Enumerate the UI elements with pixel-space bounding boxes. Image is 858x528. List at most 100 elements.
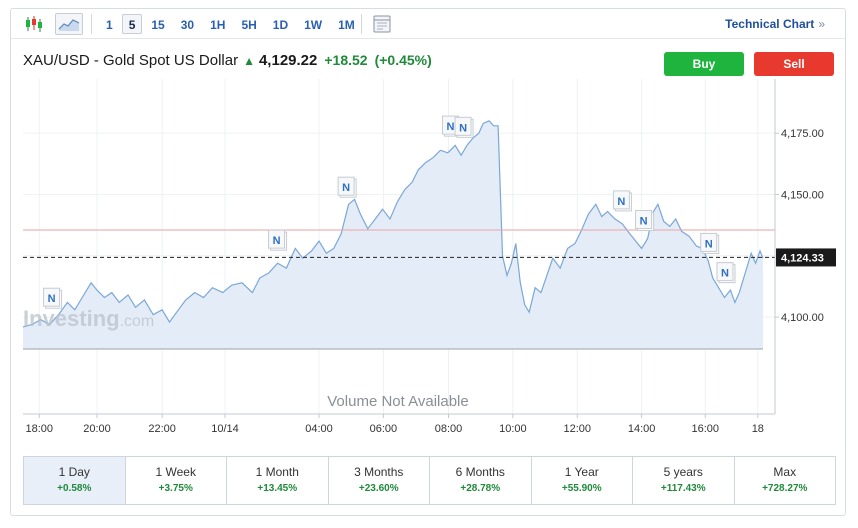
last-price: 4,129.22: [258, 52, 318, 69]
x-tick-label: 04:00: [305, 423, 333, 435]
x-tick-label: 16:00: [692, 423, 720, 435]
news-marker-label: N: [459, 122, 467, 134]
interval-15[interactable]: 15: [151, 18, 165, 32]
x-tick-label: 12:00: [563, 423, 591, 435]
period-label: 3 Months: [354, 465, 404, 479]
news-marker[interactable]: N: [454, 116, 474, 138]
price-series-line: [22, 120, 764, 328]
x-tick-label: 20:00: [83, 423, 111, 435]
news-marker-box: [268, 229, 286, 249]
x-tick-label: 10:00: [499, 423, 527, 435]
news-marker[interactable]: N: [635, 210, 655, 232]
period-1-month[interactable]: 1 Month +13.45%: [227, 457, 329, 504]
period-change: +117.43%: [660, 483, 706, 494]
technical-chart-link[interactable]: Technical Chart»: [725, 17, 825, 31]
candlestick-icon[interactable]: [23, 13, 45, 35]
period-performance: 1 Day +0.58% 1 Week +3.75% 1 Month +13.4…: [23, 456, 836, 505]
interval-1h[interactable]: 1H: [210, 18, 226, 32]
period-change: +728.27%: [762, 483, 808, 494]
toolbar-separator: [361, 14, 362, 34]
news-marker-box: [716, 262, 734, 282]
price-change-percent: (+0.45%): [374, 52, 432, 68]
period-change: +13.45%: [257, 483, 298, 494]
interval-1d[interactable]: 1D: [272, 18, 289, 32]
sell-button[interactable]: Sell: [754, 52, 834, 76]
chevron-right-icon: »: [818, 17, 825, 31]
news-marker-label: N: [705, 238, 713, 250]
interval-1m[interactable]: 1M: [338, 18, 355, 32]
up-arrow-icon: ▲: [243, 54, 255, 68]
period-label: Max: [773, 465, 797, 479]
technical-chart-label: Technical Chart: [725, 17, 815, 31]
x-tick-label: 14:00: [628, 423, 656, 435]
news-marker-label: N: [342, 182, 350, 194]
y-tick-label: 4,150.00: [781, 189, 824, 201]
news-marker-label: N: [640, 216, 648, 228]
price-change: +18.52: [324, 52, 368, 68]
news-marker-label: N: [617, 196, 625, 208]
y-tick-label: 4,100.00: [781, 312, 824, 324]
price-area-fill: [23, 120, 763, 350]
y-tick-label: 4,175.00: [781, 128, 824, 140]
x-tick-label: 18: [752, 423, 764, 435]
x-tick-label: 06:00: [370, 423, 398, 435]
news-marker[interactable]: N: [612, 190, 632, 212]
period-3-months[interactable]: 3 Months +23.60%: [329, 457, 430, 504]
period-1-week[interactable]: 1 Week +3.75%: [126, 457, 227, 504]
period-label: 5 years: [663, 465, 703, 479]
x-tick-label: 22:00: [148, 423, 176, 435]
news-marker-label: N: [446, 121, 454, 133]
news-marker-box: [635, 210, 653, 230]
news-marker[interactable]: N: [337, 176, 357, 198]
price-area: [22, 120, 764, 350]
period-max[interactable]: Max +728.27%: [735, 457, 836, 504]
watermark-logo: Investing.com: [23, 306, 154, 331]
news-marker-label: N: [721, 268, 729, 280]
instrument-header: XAU/USD - Gold Spot US Dollar ▲ 4,129.22…: [23, 52, 432, 69]
interval-5[interactable]: 5: [121, 14, 143, 34]
period-change: +23.60%: [358, 483, 399, 494]
toolbar-separator: [91, 14, 92, 34]
news-marker-label: N: [48, 293, 56, 305]
period-label: 1 Day: [58, 465, 90, 479]
news-marker[interactable]: N: [43, 287, 63, 309]
interval-5h[interactable]: 5H: [241, 18, 257, 32]
period-change: +28.78%: [460, 483, 501, 494]
news-marker-box: [454, 116, 472, 136]
news-marker-box: [612, 190, 630, 210]
interval-30[interactable]: 30: [180, 18, 195, 32]
x-tick-label: 08:00: [435, 423, 463, 435]
period-5-years[interactable]: 5 years +117.43%: [633, 457, 735, 504]
current-price-badge: [776, 248, 836, 267]
period-1-day[interactable]: 1 Day +0.58%: [24, 457, 126, 504]
news-marker-box: [700, 232, 718, 252]
news-marker[interactable]: N: [268, 229, 288, 251]
x-tick-label: 10/14: [211, 423, 239, 435]
x-axis: 18:00 20:00 22:00 10/14 04:00 06:00 08:00 10:00…: [23, 413, 775, 435]
calendar-icon[interactable]: [371, 13, 393, 35]
chart-widget: 1 5 15 30 1H 5H 1D 1W 1M Technical Chart…: [10, 8, 846, 516]
period-label: 1 Week: [155, 465, 196, 479]
period-label: 1 Month: [255, 465, 299, 479]
buy-button[interactable]: Buy: [664, 52, 744, 76]
area-chart-icon[interactable]: [55, 13, 83, 35]
x-tick-label: 18:00: [26, 423, 54, 435]
interval-1w[interactable]: 1W: [304, 18, 323, 32]
interval-1[interactable]: 1: [106, 18, 113, 32]
period-6-months[interactable]: 6 Months +28.78%: [430, 457, 532, 504]
interval-selector: 1 5 15 30 1H 5H 1D 1W 1M: [99, 14, 364, 34]
news-marker[interactable]: N: [716, 262, 736, 284]
symbol-name: XAU/USD - Gold Spot US Dollar: [23, 52, 239, 69]
period-label: 6 Months: [455, 465, 505, 479]
period-1-year[interactable]: 1 Year +55.90%: [532, 457, 633, 504]
news-marker-label: N: [273, 235, 281, 247]
news-marker-box: [43, 287, 61, 307]
period-change: +3.75%: [158, 483, 193, 494]
news-marker[interactable]: N: [700, 232, 720, 254]
period-label: 1 Year: [564, 465, 599, 479]
current-price-label: 4,124.33: [781, 252, 824, 264]
volume-note: Volume Not Available: [327, 393, 468, 410]
y-axis: 4,100.00 4,150.00 4,175.00 4,124.33: [774, 79, 836, 414]
